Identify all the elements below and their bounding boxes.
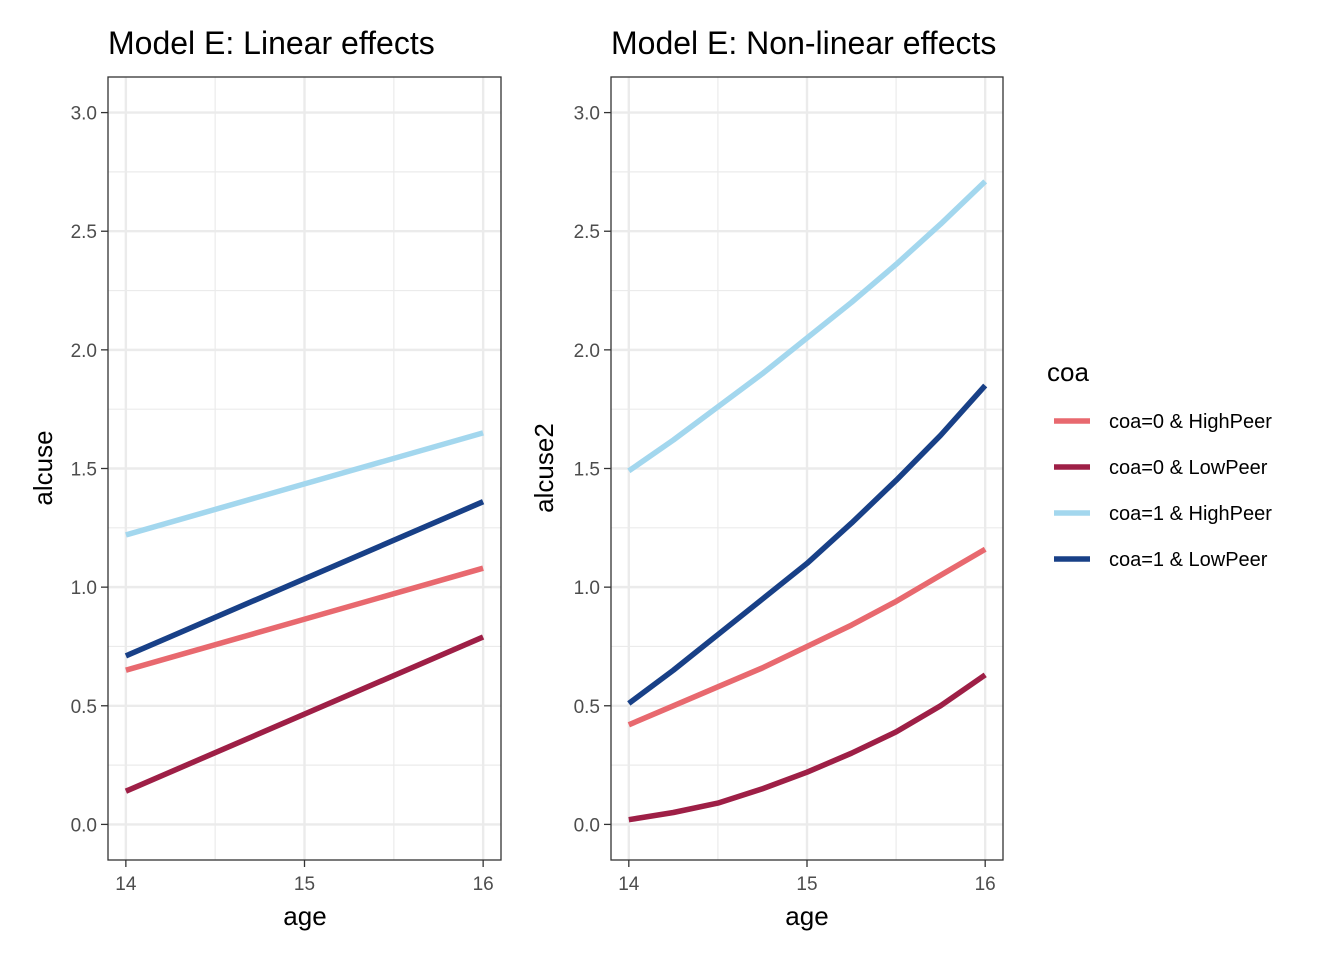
series-group <box>627 179 988 823</box>
series-line-coa-1-lowpeer <box>627 383 988 706</box>
series-line-coa-0-lowpeer <box>124 634 485 794</box>
y-tick-label: 2.5 <box>574 222 600 243</box>
axes: 14 15 16 0.0 0.5 1.0 1.5 2.0 2.5 3.0 <box>574 104 996 895</box>
x-tick-label: 15 <box>796 874 817 895</box>
y-tick-label: 0.5 <box>71 697 97 718</box>
series-line-coa-1-highpeer <box>627 179 988 474</box>
y-tick-label: 1.0 <box>574 578 600 599</box>
x-axis-label: age <box>283 901 326 931</box>
series-line-coa-1-highpeer <box>125 430 484 538</box>
y-tick-label: 0.0 <box>71 815 97 836</box>
legend-label: coa=0 & HighPeer <box>1109 411 1272 433</box>
x-tick-label: 15 <box>294 874 315 895</box>
y-tick-label: 1.5 <box>71 460 97 481</box>
y-tick-label: 3.0 <box>71 104 97 125</box>
series-line-coa-1-lowpeer <box>124 499 485 659</box>
series-line-coa-0-highpeer <box>627 546 987 728</box>
y-tick-label: 2.0 <box>574 341 600 362</box>
series-line-coa-0-highpeer <box>125 565 484 673</box>
x-tick-label: 16 <box>473 874 494 895</box>
series-group <box>124 430 485 794</box>
y-axis-label: alcuse <box>28 430 58 505</box>
panel-linear-effects: Model E: Linear effects 14 15 160.00.51.01… <box>28 25 502 931</box>
x-axis-label: age <box>785 901 828 931</box>
legend-title: coa <box>1047 357 1089 387</box>
y-tick-label: 1.0 <box>71 578 97 599</box>
x-tick-label: 14 <box>115 874 137 895</box>
y-tick-label: 3.0 <box>574 104 600 125</box>
y-tick-label: 1.5 <box>574 460 600 481</box>
y-tick-label: 0.0 <box>574 815 600 836</box>
y-tick-label: 2.0 <box>71 341 97 362</box>
legend-label: coa=1 & LowPeer <box>1109 549 1268 571</box>
legend: coa coa=0 & HighPeer coa=0 & LowPeer coa=1… <box>1047 357 1272 571</box>
y-axis-label: alcuse2 <box>529 423 559 513</box>
y-tick-label: 2.5 <box>71 222 97 243</box>
panel-title: Model E: Non-linear effects <box>611 25 996 61</box>
legend-label: coa=1 & HighPeer <box>1109 503 1272 525</box>
x-tick-label: 16 <box>975 874 996 895</box>
axes: 14 15 16 0.0 0.5 1.0 1.5 2.0 2.5 3.0 <box>71 104 494 895</box>
y-tick-label: 0.5 <box>574 697 600 718</box>
series-line-coa-0-lowpeer <box>628 672 987 823</box>
panel-title: Model E: Linear effects <box>108 25 435 61</box>
grid <box>108 77 501 860</box>
panel-nonlinear-effects: Model E: Non-linear effects 14 15 16 0.0 0.5… <box>529 25 1004 931</box>
x-tick-label: 14 <box>618 874 640 895</box>
legend-items: coa=0 & HighPeer coa=0 & LowPeer coa=1 & H… <box>1054 411 1272 571</box>
legend-label: coa=0 & LowPeer <box>1109 457 1268 479</box>
